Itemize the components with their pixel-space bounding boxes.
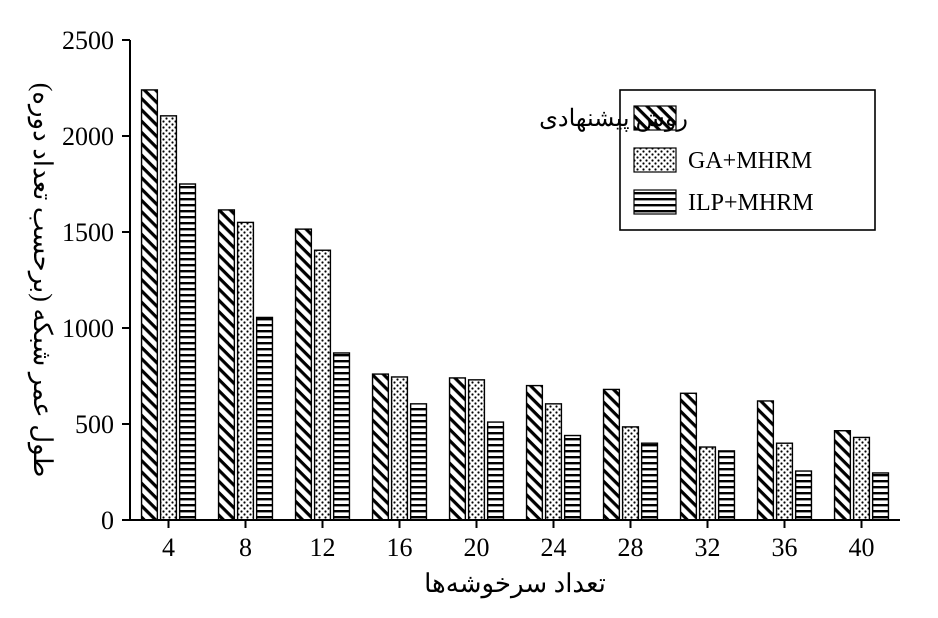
- bar-32-series-0: [681, 393, 697, 520]
- y-tick-label: 0: [101, 506, 114, 535]
- x-tick-label: 24: [541, 533, 567, 562]
- bar-36-series-2: [796, 471, 812, 520]
- bar-24-series-1: [546, 404, 562, 520]
- bar-28-series-1: [623, 427, 639, 520]
- bar-8-series-1: [238, 222, 254, 520]
- y-tick-label: 2500: [62, 26, 114, 55]
- bar-28-series-2: [642, 443, 658, 520]
- bar-16-series-2: [411, 404, 427, 520]
- bar-4-series-0: [142, 90, 158, 520]
- bar-40-series-0: [835, 431, 851, 520]
- bar-36-series-0: [758, 401, 774, 520]
- y-tick-label: 1000: [62, 314, 114, 343]
- bar-8-series-2: [257, 317, 273, 520]
- legend-label-0: روش پیشنهادی: [539, 106, 688, 132]
- x-tick-label: 28: [618, 533, 644, 562]
- bar-24-series-0: [527, 386, 543, 520]
- x-tick-label: 32: [695, 533, 721, 562]
- y-tick-label: 2000: [62, 122, 114, 151]
- bar-20-series-0: [450, 378, 466, 520]
- bar-4-series-2: [180, 184, 196, 520]
- bar-40-series-2: [873, 473, 889, 520]
- bar-12-series-2: [334, 353, 350, 520]
- x-tick-label: 4: [162, 533, 175, 562]
- bar-16-series-0: [373, 374, 389, 520]
- bar-8-series-0: [219, 210, 235, 520]
- bar-20-series-1: [469, 380, 485, 520]
- x-tick-label: 16: [387, 533, 413, 562]
- x-axis-label: تعداد سرخوشه‌ها: [424, 569, 606, 599]
- legend-swatch-2: [634, 190, 676, 214]
- bar-32-series-1: [700, 447, 716, 520]
- bar-28-series-0: [604, 389, 620, 520]
- bar-24-series-2: [565, 436, 581, 520]
- bar-12-series-1: [315, 250, 331, 520]
- bar-40-series-1: [854, 437, 870, 520]
- y-tick-label: 500: [75, 410, 114, 439]
- x-tick-label: 36: [772, 533, 798, 562]
- bar-20-series-2: [488, 422, 504, 520]
- chart-container: 0 500 1000 1500 2000 2500 4 8 12 16 20 24 28 32 36 40 تع…: [0, 0, 938, 618]
- x-tick-label: 20: [464, 533, 490, 562]
- bar-12-series-0: [296, 229, 312, 520]
- bar-16-series-1: [392, 377, 408, 520]
- legend-label-1: GA+MHRM: [688, 148, 812, 174]
- x-tick-label: 12: [310, 533, 336, 562]
- y-tick-label: 1500: [62, 218, 114, 247]
- x-tick-label: 40: [849, 533, 875, 562]
- x-tick-label: 8: [239, 533, 252, 562]
- bar-36-series-1: [777, 443, 793, 520]
- legend-label-2: ILP+MHRM: [688, 190, 814, 216]
- y-axis-label: طول عمر شبکه (برحسب تعداد دوره): [27, 83, 57, 478]
- legend-swatch-1: [634, 148, 676, 172]
- bar-32-series-2: [719, 451, 735, 520]
- bar-4-series-1: [161, 116, 177, 520]
- bar-chart: 0 500 1000 1500 2000 2500 4 8 12 16 20 24 28 32 36 40 تع…: [0, 0, 938, 618]
